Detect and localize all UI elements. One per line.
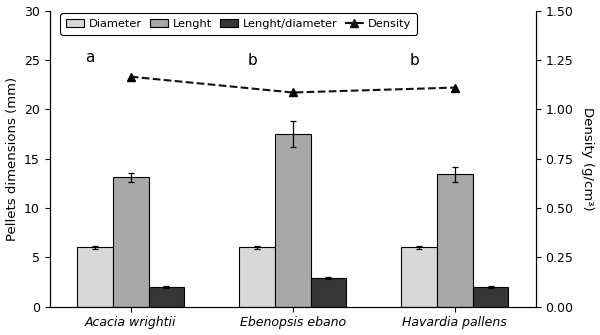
Y-axis label: Pellets dimensions (mm): Pellets dimensions (mm)	[5, 77, 19, 241]
Bar	[275, 134, 311, 307]
Bar	[437, 175, 473, 307]
Legend: Diameter, Lenght, Lenght/diameter, Density: Diameter, Lenght, Lenght/diameter, Densi…	[60, 13, 417, 35]
Text: b: b	[247, 53, 257, 68]
Text: b: b	[409, 53, 419, 68]
Bar	[77, 248, 113, 307]
Bar	[401, 248, 437, 307]
Bar	[311, 278, 346, 307]
Bar	[239, 248, 275, 307]
Bar	[473, 287, 508, 307]
Bar	[149, 287, 184, 307]
Text: a: a	[86, 50, 95, 65]
Bar	[113, 178, 149, 307]
Y-axis label: Density (g/cm³): Density (g/cm³)	[581, 107, 595, 210]
